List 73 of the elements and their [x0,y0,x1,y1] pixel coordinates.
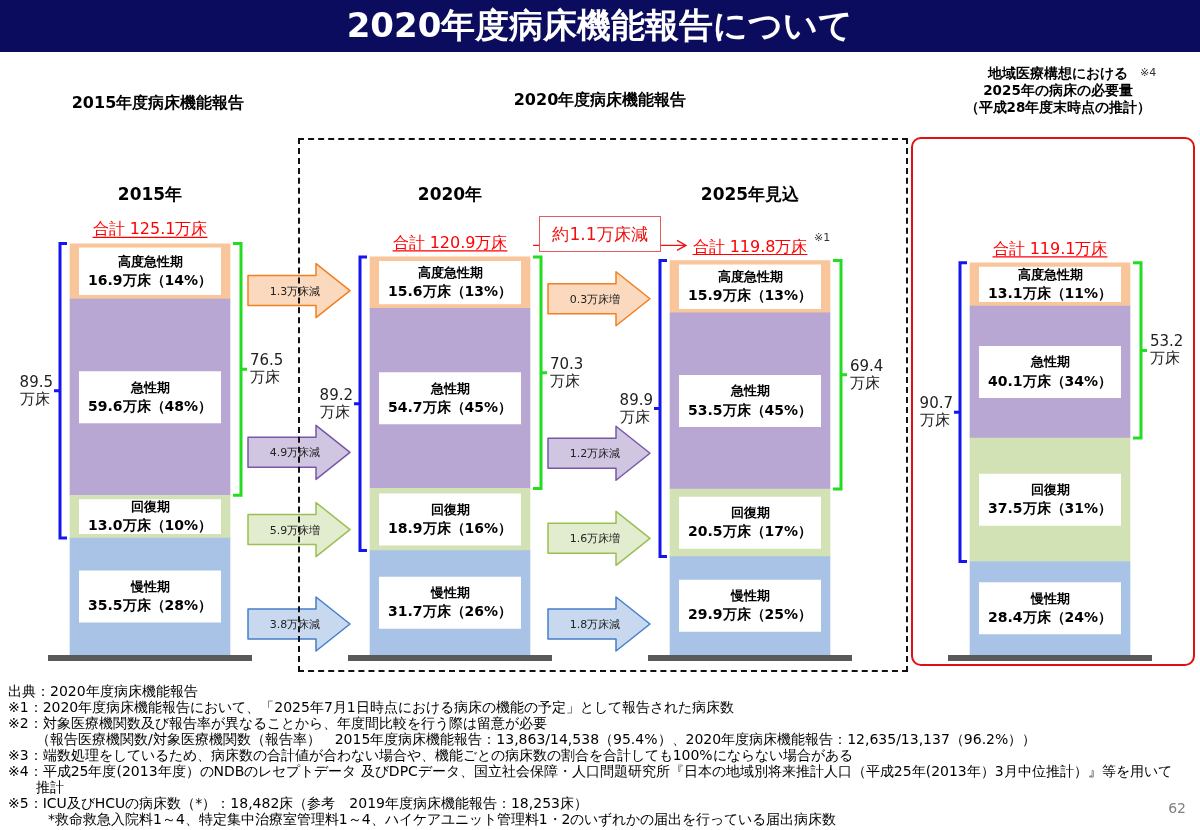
data-label: 28.4万床（24%） [987,608,1113,625]
text: 高度急性期 [117,253,183,269]
text: 回復期 [730,505,770,521]
text: 急性期 [430,380,470,396]
annotation: 3.8万床減 [269,616,321,632]
source-note: 出典：2020年度病床機能報告 [8,683,198,699]
text: 慢性期 [430,585,470,601]
annotation: 0.3万床増 [569,291,621,307]
data-label: 13.1万床（11%） [987,285,1113,302]
text: 急性期 [130,379,170,395]
total-label: 合計 120.9万床 [392,232,508,252]
text: ※5：ICU及びHCUの病床数（*）：18,482床（参考 2019年度病床機能報告：18,253床） [8,795,588,811]
text: 62 [1168,800,1186,816]
data-label: 18.9万床（16%） [387,520,513,537]
x-tick-label: 2025年見込 [700,183,801,204]
annotation: 70.3 万床 [550,354,584,390]
text: 2020年度病床機能報告 [513,89,687,111]
series-label: 急性期 [1029,354,1070,370]
data-label: 31.7万床（26%） [387,603,513,620]
annotation: 53.2 万床 [1150,332,1184,368]
text: 高度急性期 [417,264,483,280]
text: 地域医療構想における [988,65,1128,83]
annotation: 69.4 万床 [850,356,884,392]
text: ※4 [1140,65,1157,79]
data-label: 15.9万床（13%） [687,287,813,304]
text: 高度急性期 [717,269,783,285]
series-label: 高度急性期 [1017,266,1083,282]
text: 急性期 [730,383,770,399]
text: （報告医療機関数/対象医療機関数（報告率） 2015年度病床機能報告：13,863/14,538（95.4%）、2020年度病床機能報告：12,635/13,137（96.2%）） [36,731,1037,747]
annotation: 4.9万床減 [269,444,321,460]
text: （平成28年度末時点の推計） [964,99,1152,117]
data-label: 54.7万床（45%） [387,398,513,415]
data-label: 40.1万床（34%） [987,372,1113,389]
data-label: 59.6万床（48%） [87,397,213,414]
annotation: 89.2 万床 [319,385,353,421]
text: *救命救急入院料1～4、特定集中治療室管理料1～4、ハイケアユニット管理料1・2のいずれかの届出を行っている届出病床数 [48,811,837,827]
data-label: 53.5万床（45%） [687,401,813,418]
text: 慢性期 [730,588,770,604]
annotation: 5.9万床増 [269,522,321,538]
annotation: 1.8万床減 [569,616,621,632]
text: ※2：対象医療機関数及び報告率が異なることから、年度間比較を行う際は留意が必要 [8,715,547,731]
series-label: 回復期 [130,499,170,515]
text: 2025年の病床の必要量 [983,82,1133,100]
annotation: 89.5 万床 [19,372,53,408]
annotation: 1.3万床減 [269,283,321,299]
text: ※4：平成25年度(2013年度）のNDBのレセプトデータ 及びDPCデータ、国立社会保障・人口問題研究所『日本の地域別将来推計人口（平成25年(2013年）3月中位推計）』等を用いて推計 [8,763,1173,795]
x-tick-label: 2015年 [117,183,183,204]
chart-title: 2020年度病床機能報告について [346,4,854,47]
x-tick-label: 2020年 [417,183,483,204]
annotation: 89.9 万床 [619,390,653,426]
text: ※3：端数処理をしているため、病床数の合計値が合わない場合や、機能ごとの病床数の割合を合計しても100%にならない場合がある [8,747,853,763]
series-label: 慢性期 [1029,590,1070,606]
data-label: 15.6万床（13%） [387,283,513,300]
annotation: ※1 [814,230,831,244]
data-label: 16.9万床（14%） [87,271,213,288]
annotation: 90.7 万床 [919,394,953,430]
data-label: 37.5万床（31%） [987,500,1113,517]
annotation: 76.5 万床 [250,351,284,387]
data-label: 20.5万床（17%） [687,523,813,540]
text: 2015年度病床機能報告 [71,92,245,114]
total-label: 合計 125.1万床 [92,219,208,239]
annotation: 約1.1万床減 [552,222,648,246]
data-label: 29.9万床（25%） [687,606,813,623]
text: 慢性期 [130,578,170,594]
total-label: 合計 119.1万床 [992,238,1108,258]
annotation: 1.2万床減 [569,445,621,461]
data-label: 13.0万床（10%） [87,517,213,534]
data-label: 35.5万床（28%） [87,597,213,614]
text: 回復期 [430,501,470,517]
text: ※1：2020年度病床機能報告において、「2025年7月1日時点における病床の機能の予定」として報告された病床数 [8,699,734,715]
total-label: 合計 119.8万床 [692,236,808,256]
text: 回復期 [1030,482,1070,498]
annotation: 1.6万床増 [569,530,621,546]
